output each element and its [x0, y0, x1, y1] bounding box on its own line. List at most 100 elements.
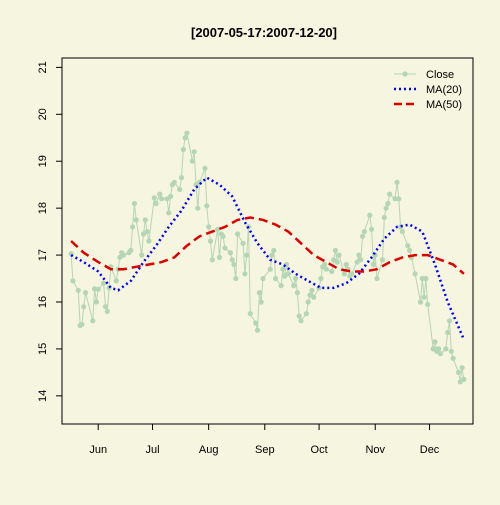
close-point	[227, 250, 233, 256]
close-point	[446, 318, 453, 324]
legend-label-2: MA(20)	[426, 84, 462, 96]
close-point	[278, 283, 284, 289]
y-tick-label: 17	[37, 249, 49, 261]
y-tick-label: 19	[37, 155, 49, 167]
close-point	[242, 271, 248, 277]
close-point	[144, 229, 150, 235]
close-point	[445, 329, 451, 336]
y-tick-label: 20	[37, 108, 49, 120]
close-point	[153, 200, 159, 207]
close-point	[95, 286, 101, 292]
close-point	[240, 240, 246, 246]
close-point	[303, 311, 309, 317]
close-point	[461, 376, 467, 382]
close-point	[146, 238, 152, 244]
legend: Close MA(20) MA(50)	[394, 69, 462, 111]
close-point	[455, 369, 462, 375]
close-point	[133, 217, 139, 223]
close-point	[392, 196, 398, 202]
close-point	[209, 257, 215, 263]
close-point	[379, 257, 386, 263]
close-point	[291, 283, 297, 289]
close-point	[396, 196, 402, 202]
x-tick-label: Oct	[311, 444, 328, 456]
x-tick-label: Jul	[145, 444, 159, 456]
close-point	[381, 214, 387, 221]
close-point	[341, 271, 347, 277]
y-tick-label: 21	[37, 61, 49, 73]
legend-marker	[402, 71, 408, 77]
close-point	[182, 135, 188, 141]
close-point	[356, 252, 362, 258]
close-point	[370, 261, 376, 268]
close-point	[323, 266, 329, 272]
close-point	[90, 318, 96, 324]
close-point	[233, 275, 239, 282]
close-point	[383, 205, 389, 211]
close-point	[142, 217, 148, 223]
close-point	[254, 327, 261, 333]
chart-title: [2007-05-17:2007-12-20]	[191, 25, 337, 40]
close-point	[407, 247, 413, 253]
close-point	[229, 257, 235, 263]
close-point	[329, 268, 335, 275]
close-point	[256, 290, 262, 296]
close-point	[405, 243, 411, 249]
close-point	[189, 158, 195, 164]
close-point	[450, 355, 456, 361]
close-point	[421, 294, 427, 300]
close-point	[293, 275, 299, 282]
close-point	[171, 179, 177, 185]
x-tick-label: Dec	[420, 444, 440, 456]
x-tick-label: Sep	[255, 444, 275, 456]
close-point	[296, 313, 302, 319]
close-point	[334, 259, 340, 265]
close-point	[184, 130, 190, 136]
close-point	[151, 195, 157, 201]
close-point	[374, 275, 380, 282]
plot-area	[68, 130, 467, 385]
close-point	[260, 275, 266, 282]
close-point	[387, 191, 393, 197]
close-point	[207, 238, 214, 244]
close-point	[459, 365, 465, 371]
close-point	[280, 266, 286, 272]
close-point	[367, 212, 373, 218]
close-point	[101, 280, 107, 286]
close-point	[157, 191, 163, 197]
close-point	[385, 200, 391, 207]
close-point	[191, 149, 197, 155]
close-point	[419, 275, 425, 282]
axes: 14 15 16 17 18 19 20 21 Jun Jul Aug Sep Oct Nov Dec	[37, 61, 440, 456]
series-line-1	[70, 131, 465, 382]
close-point	[298, 318, 304, 324]
close-point	[425, 301, 431, 307]
close-point	[448, 348, 454, 354]
close-point	[177, 186, 183, 192]
close-point	[104, 308, 110, 314]
close-point	[269, 252, 275, 258]
close-point	[166, 210, 172, 216]
close-point	[394, 179, 400, 185]
close-point	[244, 252, 250, 258]
close-point	[81, 304, 87, 310]
y-tick-label: 14	[37, 390, 49, 402]
close-point	[336, 252, 342, 258]
close-point	[180, 146, 186, 153]
close-point	[273, 275, 279, 282]
close-point	[75, 287, 81, 293]
close-point	[82, 290, 89, 296]
close-point	[102, 304, 109, 310]
y-tick-label: 15	[37, 343, 49, 355]
close-point	[128, 247, 134, 253]
close-point	[235, 231, 241, 237]
close-point	[443, 346, 449, 352]
close-point	[321, 261, 328, 268]
close-point	[216, 254, 223, 260]
close-point	[361, 229, 367, 235]
close-point	[139, 252, 145, 258]
close-point	[349, 271, 355, 277]
close-point	[432, 339, 438, 345]
